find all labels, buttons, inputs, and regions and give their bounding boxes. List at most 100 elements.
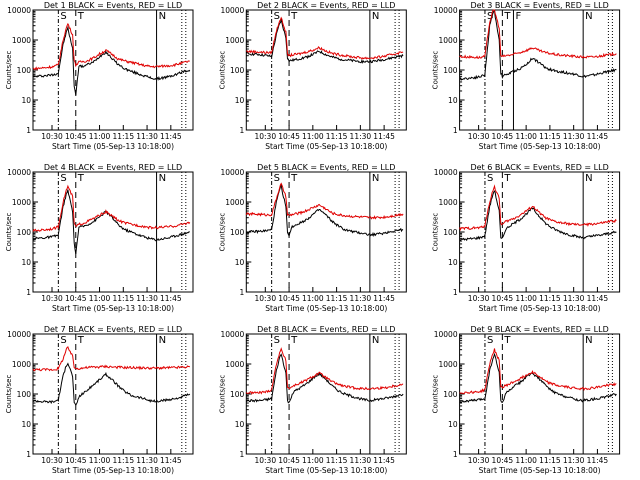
marker-label-n: N [159,173,166,184]
marker-label-t: T [503,335,511,346]
x-tick-label: 11:15 [539,456,561,465]
y-tick-label: 10 [21,258,31,267]
x-tick-label: 10:30 [468,456,490,465]
series-line-events [32,189,190,254]
series-line-lld [246,16,404,60]
x-tick-label: 11:45 [373,456,395,465]
series-line-lld [459,348,617,395]
y-axis-label: Counts/sec [432,51,440,90]
y-tick-label: 10000 [220,330,244,339]
x-tick-label: 10:45 [492,456,514,465]
chart-title: Det 9 BLACK = Events, RED = LLD [470,325,608,334]
y-tick-label: 100 [230,66,245,75]
x-tick-label: 10:30 [254,456,276,465]
y-tick-label: 1 [240,288,245,297]
x-tick-label: 11:30 [350,294,372,303]
y-tick-label: 1 [453,450,458,459]
chart-title: Det 7 BLACK = Events, RED = LLD [44,325,182,334]
marker-label-t: T [77,173,85,184]
x-tick-label: 11:45 [160,132,182,141]
x-tick-label: 11:30 [563,294,585,303]
y-tick-label: 1 [26,450,31,459]
y-tick-label: 1000 [12,360,31,369]
x-tick-label: 11:00 [302,294,324,303]
x-tick-label: 10:45 [65,294,87,303]
x-tick-label: 11:15 [112,294,134,303]
series-line-lld [459,9,617,59]
x-tick-label: 11:00 [302,132,324,141]
y-tick-label: 10 [235,96,245,105]
x-tick-label: 11:00 [515,132,537,141]
y-axis-label: Counts/sec [5,51,13,90]
chart-title: Det 5 BLACK = Events, RED = LLD [257,163,395,172]
series-line-events [33,362,191,407]
marker-label-s: S [60,11,66,22]
series-line-lld [245,347,404,396]
chart-title: Det 1 BLACK = Events, RED = LLD [44,1,182,10]
marker-label-n: N [159,335,166,346]
x-tick-label: 11:45 [373,294,395,303]
marker-label-t: T [290,173,298,184]
y-tick-label: 10 [448,258,458,267]
x-tick-label: 11:45 [587,456,609,465]
x-tick-label: 11:15 [539,132,561,141]
chart-title: Det 4 BLACK = Events, RED = LLD [44,163,182,172]
x-tick-label: 10:45 [278,132,300,141]
series-line-lld [32,184,191,232]
x-tick-label: 11:30 [563,456,585,465]
x-tick-label: 11:45 [160,294,182,303]
y-tick-label: 10 [448,420,458,429]
x-axis-label: Start Time (05-Sep-13 10:18:00) [479,466,601,475]
marker-label-s: S [274,11,280,22]
plot-frame [459,333,621,455]
x-tick-label: 10:45 [492,294,514,303]
x-tick-label: 11:15 [326,456,348,465]
marker-label-s: S [487,335,493,346]
x-tick-label: 11:30 [136,294,158,303]
x-tick-label: 10:45 [65,132,87,141]
x-tick-label: 11:15 [539,294,561,303]
series-line-lld [459,184,617,231]
y-tick-label: 100 [17,228,32,237]
x-axis-label: Start Time (05-Sep-13 10:18:00) [265,304,387,313]
marker-label-s: S [274,173,280,184]
plot-frame [245,171,407,293]
chart-title: Det 6 BLACK = Events, RED = LLD [470,163,608,172]
x-tick-label: 11:00 [89,132,111,141]
y-axis-label: Counts/sec [218,375,226,414]
y-tick-label: 100 [230,390,245,399]
y-tick-label: 100 [17,66,32,75]
x-axis-label: Start Time (05-Sep-13 10:18:00) [52,142,174,151]
x-tick-label: 11:00 [515,294,537,303]
y-tick-label: 10000 [7,330,31,339]
x-tick-label: 11:15 [326,132,348,141]
y-axis-label: Counts/sec [5,213,13,252]
y-axis-label: Counts/sec [432,375,440,414]
marker-label-n: N [585,173,592,184]
x-tick-label: 10:45 [65,456,87,465]
marker-label-t: T [290,11,298,22]
y-axis-label: Counts/sec [218,51,226,90]
marker-label-t: T [503,173,511,184]
series-line-lld [245,182,404,220]
plot-frame [459,9,621,131]
x-tick-label: 11:30 [350,132,372,141]
y-tick-label: 10000 [220,6,244,15]
marker-label-n: N [372,173,379,184]
x-tick-label: 10:45 [278,456,300,465]
x-axis-label: Start Time (05-Sep-13 10:18:00) [265,466,387,475]
plot-frame [32,9,194,131]
series-line-events [459,9,617,81]
y-tick-label: 1 [240,450,245,459]
x-tick-label: 11:45 [160,456,182,465]
x-tick-label: 10:30 [468,132,490,141]
marker-label-n: N [372,11,379,22]
y-tick-label: 1000 [12,198,31,207]
series-line-lld [32,22,190,71]
